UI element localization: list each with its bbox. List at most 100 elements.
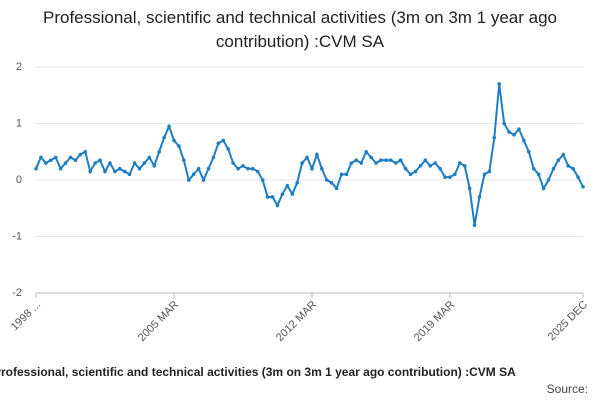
data-point: [423, 158, 428, 163]
data-point: [581, 184, 585, 189]
data-point: [453, 172, 457, 177]
data-point: [270, 195, 275, 199]
data-point: [310, 166, 314, 171]
data-point: [512, 133, 516, 137]
data-point: [93, 161, 97, 165]
data-point: [497, 82, 502, 86]
data-point: [403, 166, 408, 171]
data-point: [211, 155, 216, 160]
data-point: [339, 172, 344, 177]
data-point: [374, 161, 378, 165]
data-point: [329, 181, 334, 185]
data-point: [103, 169, 107, 174]
data-point: [566, 164, 571, 168]
data-point: [472, 223, 477, 227]
x-tick-label: 1998 ...: [9, 299, 43, 333]
data-point: [108, 161, 112, 165]
data-point: [536, 172, 541, 177]
data-point: [334, 186, 339, 191]
data-point: [389, 158, 393, 163]
x-tick-label: 2025 DEC: [546, 299, 590, 343]
data-point: [206, 166, 211, 171]
data-point: [34, 166, 38, 171]
data-point: [418, 164, 423, 168]
data-point: [576, 175, 580, 179]
x-tick-label: 2005 MAR: [136, 299, 181, 344]
data-point: [344, 172, 349, 177]
data-point: [226, 147, 230, 151]
data-point: [201, 178, 206, 182]
data-point: [462, 164, 467, 168]
data-point: [83, 149, 88, 154]
data-point: [255, 169, 260, 174]
data-point: [448, 175, 452, 179]
data-point: [127, 172, 132, 177]
data-point: [260, 178, 265, 182]
y-tick-label: 2: [16, 61, 22, 73]
data-point: [88, 169, 93, 174]
data-point: [300, 161, 304, 165]
data-point: [354, 158, 359, 163]
data-point: [241, 164, 245, 168]
data-point: [275, 203, 280, 208]
data-point: [78, 152, 83, 157]
data-point: [236, 166, 240, 171]
data-point: [458, 161, 462, 165]
data-point: [359, 161, 364, 165]
data-point: [122, 169, 127, 174]
data-point: [369, 155, 373, 160]
data-point: [196, 166, 201, 171]
data-point: [162, 135, 166, 140]
data-point: [487, 169, 492, 174]
data-point: [142, 161, 147, 165]
data-point: [147, 155, 152, 160]
data-point: [541, 186, 546, 191]
data-point: [477, 195, 482, 199]
data-point: [177, 144, 181, 148]
data-point: [265, 195, 270, 199]
data-point: [517, 127, 521, 131]
data-point: [433, 161, 437, 165]
data-point: [117, 166, 122, 171]
y-tick-label: 0: [16, 174, 22, 186]
data-point: [157, 149, 161, 154]
data-point: [482, 172, 487, 177]
data-point: [44, 161, 48, 165]
data-point: [315, 152, 319, 157]
data-point: [531, 166, 536, 171]
x-tick-label: 2019 MAR: [412, 299, 457, 344]
data-point: [285, 183, 290, 188]
data-point: [551, 166, 556, 171]
data-point: [48, 158, 53, 163]
data-point: [502, 121, 506, 126]
data-point: [324, 178, 329, 182]
data-point: [398, 158, 403, 163]
data-point: [546, 178, 551, 182]
y-tick-label: 1: [16, 117, 22, 129]
data-point: [137, 166, 142, 171]
data-point: [152, 164, 157, 168]
data-point: [221, 138, 226, 143]
data-point: [467, 186, 472, 191]
data-point: [231, 161, 235, 165]
data-point: [191, 172, 196, 177]
data-point: [290, 192, 295, 196]
data-point: [492, 135, 497, 140]
data-point: [216, 141, 221, 146]
data-point: [561, 152, 566, 157]
data-point: [58, 166, 63, 171]
data-point: [305, 155, 309, 160]
data-point: [68, 155, 73, 160]
data-point: [379, 158, 383, 163]
data-point: [522, 138, 526, 143]
data-point: [526, 149, 531, 154]
data-point: [63, 161, 68, 165]
data-point: [428, 164, 433, 168]
data-point: [438, 166, 442, 171]
data-point: [186, 178, 191, 182]
data-point: [172, 138, 176, 143]
data-point: [167, 124, 171, 129]
data-point: [384, 158, 388, 163]
